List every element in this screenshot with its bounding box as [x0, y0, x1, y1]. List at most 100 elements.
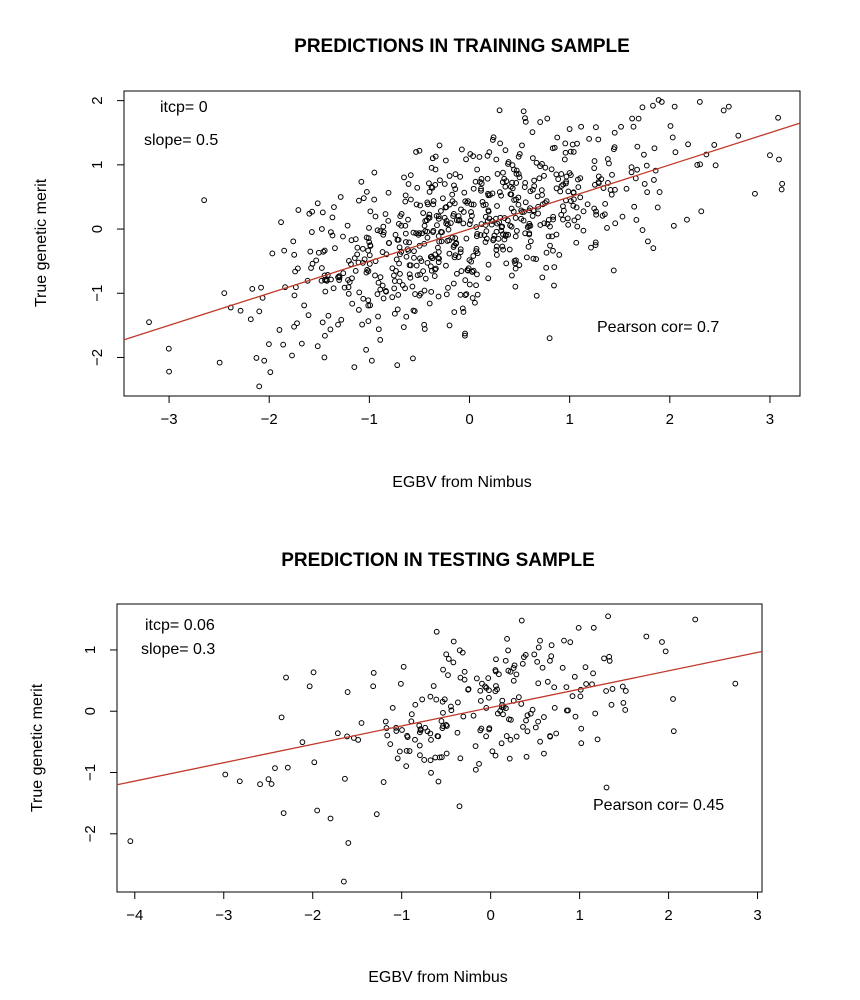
data-point	[328, 276, 334, 283]
data-point	[560, 181, 567, 188]
data-point	[630, 123, 637, 130]
data-point	[430, 198, 437, 204]
data-point	[474, 166, 481, 173]
data-point	[410, 307, 417, 314]
data-point	[533, 292, 540, 299]
data-point	[513, 733, 520, 740]
data-point	[635, 115, 642, 122]
data-point	[267, 369, 274, 376]
data-point	[543, 264, 550, 271]
data-point	[319, 209, 326, 216]
data-point	[485, 675, 492, 682]
data-point	[301, 302, 308, 309]
data-point	[391, 278, 398, 284]
data-point	[457, 755, 464, 762]
data-point	[371, 196, 378, 203]
x-tick-label: −2	[304, 907, 321, 924]
data-point	[452, 235, 459, 242]
data-point	[480, 202, 487, 209]
data-point	[368, 357, 375, 364]
data-point	[602, 200, 609, 207]
data-point	[511, 197, 518, 203]
data-point	[349, 275, 355, 282]
data-point	[422, 275, 429, 282]
data-point	[318, 226, 325, 232]
data-point	[451, 309, 458, 315]
data-point	[407, 172, 414, 179]
data-point	[482, 683, 488, 690]
data-point	[365, 318, 372, 325]
data-point	[578, 725, 585, 732]
data-point	[394, 362, 401, 369]
plot-frame	[123, 90, 801, 397]
data-point	[443, 291, 450, 298]
data-point	[684, 216, 690, 223]
data-point	[604, 225, 610, 231]
data-point	[605, 613, 611, 620]
data-point	[606, 653, 613, 660]
data-point	[472, 766, 479, 773]
testing-scatter-panel: PREDICTION IN TESTING SAMPLE EGBV from N…	[29, 550, 763, 986]
data-point	[506, 755, 513, 762]
data-point	[377, 286, 384, 293]
data-point	[337, 194, 344, 200]
data-point	[697, 161, 703, 168]
data-point	[628, 164, 635, 171]
data-point	[372, 272, 378, 279]
data-point	[541, 714, 547, 720]
data-point	[655, 97, 662, 103]
data-point	[513, 227, 520, 234]
data-point	[460, 220, 467, 227]
data-point	[454, 270, 460, 277]
data-point	[497, 140, 504, 147]
data-point	[446, 322, 453, 329]
data-point	[472, 178, 479, 185]
data-point	[500, 711, 506, 718]
data-point	[418, 258, 425, 265]
data-point	[477, 687, 484, 694]
data-point	[307, 248, 314, 255]
data-point	[446, 201, 453, 208]
data-point	[509, 179, 516, 186]
data-point	[477, 697, 484, 704]
data-point	[375, 279, 382, 286]
data-point	[406, 239, 413, 246]
data-point	[537, 119, 544, 125]
data-point	[400, 663, 407, 670]
data-point	[340, 270, 347, 277]
data-point	[533, 256, 540, 262]
data-point	[479, 680, 485, 687]
data-point	[535, 644, 542, 651]
data-point	[427, 254, 434, 260]
data-point	[570, 202, 577, 209]
data-point	[456, 216, 463, 223]
data-point	[672, 149, 679, 156]
data-point	[489, 137, 496, 143]
data-point	[612, 220, 619, 227]
data-point	[365, 297, 372, 304]
data-point	[505, 647, 512, 654]
data-point	[588, 244, 594, 251]
data-point	[518, 701, 525, 707]
data-point	[499, 697, 506, 704]
data-point	[452, 186, 459, 192]
data-point	[299, 739, 306, 746]
data-point	[311, 759, 318, 766]
data-point	[520, 108, 527, 115]
data-point	[380, 779, 387, 785]
data-point	[558, 183, 565, 189]
data-point	[669, 134, 676, 141]
data-point	[327, 326, 334, 333]
data-point	[558, 171, 565, 177]
data-point	[465, 198, 471, 205]
data-point	[516, 174, 523, 181]
data-point	[473, 245, 480, 252]
data-point	[373, 811, 380, 818]
data-point	[436, 255, 442, 262]
data-point	[629, 115, 636, 122]
data-point	[384, 732, 391, 739]
slope-annotation: slope= 0.5	[144, 132, 218, 149]
intercept-annotation: itcp= 0.06	[145, 617, 215, 634]
data-point	[442, 157, 449, 164]
data-point	[465, 686, 472, 692]
